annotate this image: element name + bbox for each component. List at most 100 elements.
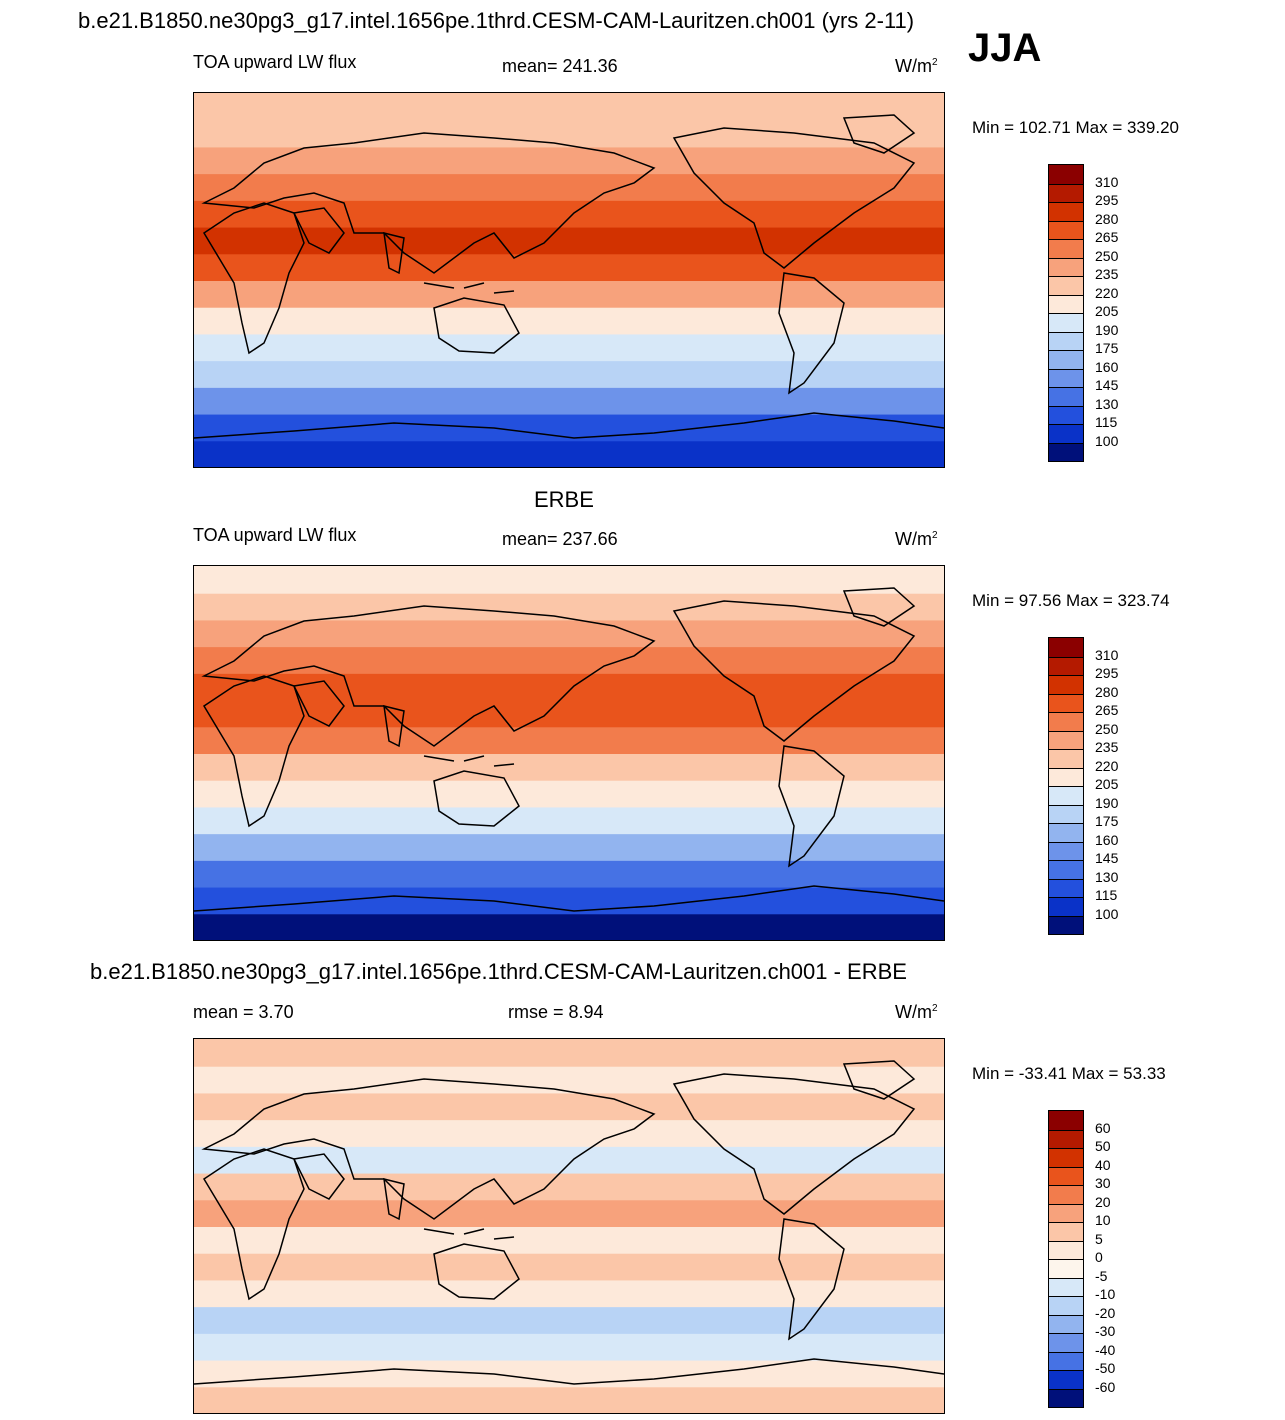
coastline — [194, 1358, 944, 1385]
colorbar-tick-label: 190 — [1095, 794, 1119, 811]
panel1-map — [193, 92, 945, 468]
zonal-band — [194, 119, 944, 148]
coastline — [292, 207, 345, 254]
colorbar-tick-label: 220 — [1095, 757, 1119, 774]
coastline — [201, 605, 656, 747]
zonal-band — [194, 360, 944, 388]
colorbar-box — [1049, 915, 1083, 934]
panel2-minmax: Min = 97.56 Max = 323.74 — [972, 591, 1170, 610]
coastline — [201, 132, 656, 274]
panel3-units: W/m2 — [895, 1002, 938, 1022]
colorbar-box — [1049, 202, 1083, 221]
coastline — [202, 675, 305, 828]
zonal-band — [194, 806, 944, 835]
zonal-band — [194, 1226, 944, 1254]
zonal-band — [194, 253, 944, 281]
panel3-rmse: rmse = 8.94 — [508, 1002, 604, 1022]
colorbar-tick-label: 280 — [1095, 683, 1119, 700]
panel1-colorbar — [1048, 164, 1084, 462]
zonal-band — [194, 672, 944, 701]
coastline — [842, 114, 916, 154]
colorbar-tick-label: -10 — [1095, 1286, 1116, 1302]
colorbar-box — [1049, 165, 1083, 184]
colorbar-tick-label: 115 — [1095, 887, 1118, 903]
season-label: JJA — [968, 26, 1042, 70]
colorbar-box — [1049, 804, 1083, 823]
zonal-band — [194, 1119, 944, 1147]
colorbar-box — [1049, 331, 1083, 350]
colorbar-box — [1049, 638, 1083, 657]
colorbar-box — [1049, 424, 1083, 443]
zonal-band — [194, 386, 944, 415]
zonal-band — [194, 1279, 944, 1308]
colorbar-box — [1049, 183, 1083, 202]
colorbar-tick-label: 130 — [1095, 395, 1119, 412]
colorbar-box — [1049, 878, 1083, 897]
panel3-mean: mean = 3.70 — [193, 1002, 294, 1022]
colorbar-tick-label: 40 — [1095, 1156, 1111, 1173]
colorbar-tick-label: 130 — [1095, 868, 1119, 885]
colorbar-tick-label: 190 — [1095, 321, 1119, 338]
colorbar-tick-label: 100 — [1095, 905, 1119, 922]
colorbar-tick-label: 10 — [1095, 1212, 1111, 1228]
zonal-band — [194, 1172, 944, 1201]
zonal-band — [194, 333, 944, 362]
colorbar-tick-label: 175 — [1095, 813, 1119, 829]
colorbar-tick-label: 250 — [1095, 720, 1119, 737]
colorbar-box — [1049, 1351, 1083, 1370]
colorbar-box — [1049, 276, 1083, 295]
colorbar-tick-label: 265 — [1095, 229, 1119, 245]
colorbar-box — [1049, 1166, 1083, 1185]
coastline — [292, 1153, 345, 1200]
panel3-minmax: Min = -33.41 Max = 53.33 — [972, 1064, 1166, 1083]
coastline — [194, 412, 944, 439]
colorbar-box — [1049, 656, 1083, 675]
zonal-band — [194, 280, 944, 308]
colorbar-tick-label: 50 — [1095, 1138, 1111, 1154]
colorbar-tick-label: 20 — [1095, 1193, 1111, 1210]
colorbar-box — [1049, 405, 1083, 424]
zonal-band — [194, 306, 944, 335]
coastline — [672, 127, 916, 269]
colorbar-tick-label: 250 — [1095, 247, 1119, 264]
coastline — [423, 755, 515, 767]
panel1-variable: TOA upward LW flux — [193, 52, 357, 72]
panel2-section-title: ERBE — [534, 487, 594, 512]
panel3-map — [193, 1038, 945, 1414]
map-canvas — [194, 566, 944, 940]
colorbar-box — [1049, 1296, 1083, 1315]
zonal-band — [194, 699, 944, 728]
coastline — [672, 1073, 916, 1215]
colorbar-box — [1049, 860, 1083, 879]
zonal-band — [194, 440, 944, 467]
zonal-band — [194, 1386, 944, 1413]
colorbar-tick-label: 280 — [1095, 210, 1119, 227]
coastline — [433, 770, 520, 827]
colorbar-tick-label: -5 — [1095, 1267, 1108, 1284]
colorbar-box — [1049, 1222, 1083, 1241]
panel3-colorbar — [1048, 1110, 1084, 1408]
map-canvas — [194, 93, 944, 467]
colorbar-tick-label: 160 — [1095, 358, 1119, 375]
colorbar-tick-label: 310 — [1095, 646, 1119, 663]
colorbar-box — [1049, 897, 1083, 916]
zonal-band — [194, 779, 944, 808]
coastline — [672, 600, 916, 742]
panel2-map — [193, 565, 945, 941]
colorbar-box — [1049, 1111, 1083, 1130]
zonal-band — [194, 1039, 944, 1067]
colorbar-tick-label: 30 — [1095, 1175, 1111, 1191]
colorbar-box — [1049, 442, 1083, 461]
colorbar-box — [1049, 749, 1083, 768]
colorbar-tick-label: 205 — [1095, 776, 1119, 792]
colorbar-box — [1049, 350, 1083, 369]
colorbar-tick-label: 60 — [1095, 1119, 1111, 1136]
colorbar-box — [1049, 1333, 1083, 1352]
colorbar-box — [1049, 1388, 1083, 1407]
zonal-band — [194, 833, 944, 861]
map-canvas — [194, 1039, 944, 1413]
coastline — [201, 1078, 656, 1220]
colorbar-box — [1049, 1370, 1083, 1389]
colorbar-tick-label: 235 — [1095, 739, 1119, 755]
colorbar-tick-label: -30 — [1095, 1323, 1116, 1339]
